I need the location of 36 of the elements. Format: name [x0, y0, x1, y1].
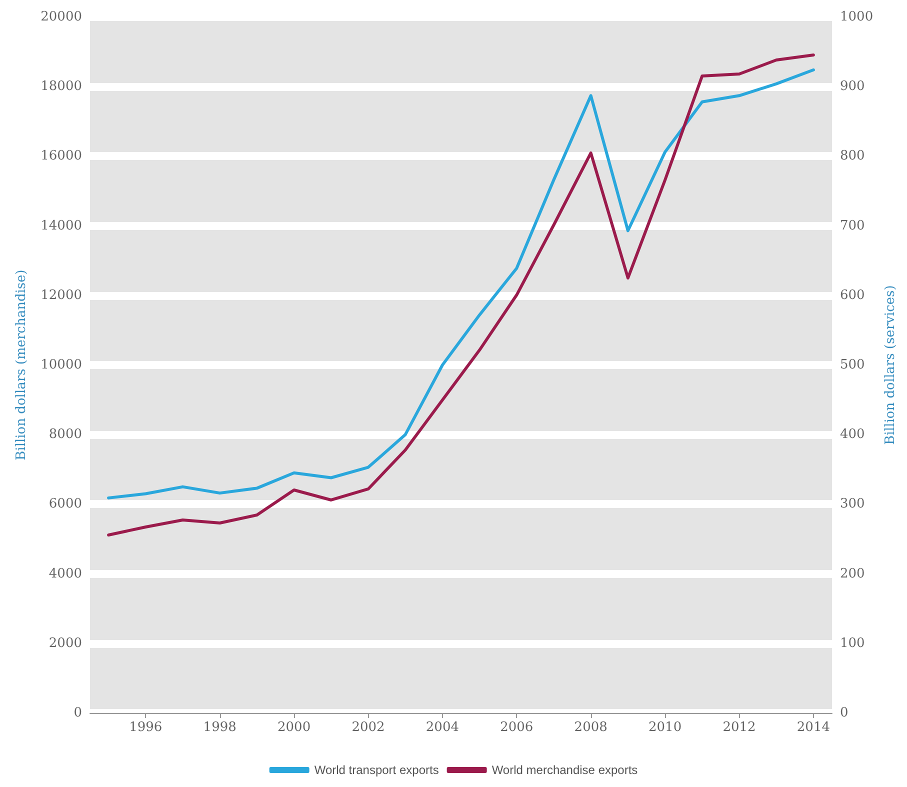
y-axis-title: Billion dollars (merchandise) — [14, 270, 29, 460]
y2-tick-label: 100 — [840, 636, 865, 651]
y-tick-label: 2000 — [48, 636, 82, 651]
y-tick-label: 16000 — [40, 148, 82, 164]
x-tick-label: 2010 — [648, 720, 682, 735]
x-tick-label: 2002 — [352, 720, 385, 735]
x-tick-label: 1996 — [129, 720, 162, 735]
y-tick-label: 12000 — [40, 288, 82, 303]
x-tick-label: 2014 — [796, 720, 830, 735]
y2-tick-label: 800 — [840, 148, 865, 164]
y-tick-label: 18000 — [40, 79, 82, 94]
x-tick-label: 2006 — [500, 720, 534, 735]
x-tick-label: 2012 — [722, 720, 756, 735]
y-tick-label: 0 — [74, 706, 82, 720]
y2-tick-label: 1000 — [840, 10, 874, 24]
y-tick-label: 8000 — [48, 427, 82, 442]
y-tick-label: 14000 — [40, 218, 82, 234]
x-tick-label: 2000 — [278, 720, 311, 735]
y2-tick-label: 300 — [840, 496, 865, 512]
y2-tick-label: 500 — [840, 358, 865, 372]
y2-axis-title: Billion dollars (services) — [883, 285, 898, 445]
y2-tick-label: 400 — [840, 427, 865, 442]
y2-tick-label: 200 — [840, 566, 865, 582]
legend-label: World merchandise exports — [492, 763, 638, 777]
x-tick-label: 2004 — [426, 720, 459, 735]
y2-tick-label: 0 — [840, 706, 848, 720]
y-tick-label: 20000 — [40, 10, 82, 24]
legend-label: World transport exports — [314, 763, 439, 777]
y2-tick-label: 900 — [840, 79, 865, 94]
y-tick-label: 4000 — [48, 566, 82, 582]
y-tick-label: 6000 — [48, 496, 82, 512]
y2-tick-label: 600 — [840, 288, 865, 303]
x-tick-label: 1998 — [203, 720, 236, 735]
y2-tick-label: 700 — [840, 218, 865, 234]
x-tick-label: 2008 — [574, 720, 608, 735]
y-tick-label: 10000 — [40, 358, 82, 372]
